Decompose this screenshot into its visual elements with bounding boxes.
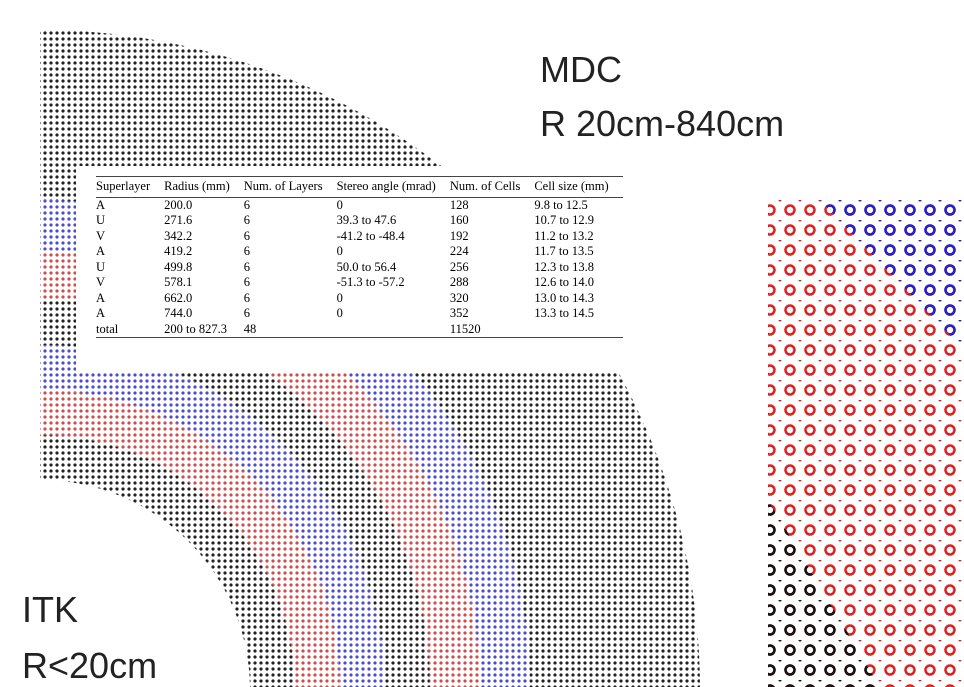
table-cell: 6 (244, 229, 337, 245)
table-cell: 200.0 (164, 197, 244, 213)
table-cell: 499.8 (164, 260, 244, 276)
table-cell: 6 (244, 213, 337, 229)
table-cell: -51.3 to -57.2 (337, 275, 450, 291)
table-cell: 39.3 to 47.6 (337, 213, 450, 229)
table-cell: 50.0 to 56.4 (337, 260, 450, 276)
table-cell: 419.2 (164, 244, 244, 260)
table-cell: 160 (450, 213, 534, 229)
table-cell (337, 322, 450, 338)
table-cell: A (96, 197, 164, 213)
table-cell: 11.7 to 13.5 (534, 244, 622, 260)
header-cell: Stereo angle (mrad) (337, 177, 450, 198)
itk-label: ITK (22, 592, 78, 628)
table-cell: 342.2 (164, 229, 244, 245)
table-cell: 192 (450, 229, 534, 245)
header-cell: Superlayer (96, 177, 164, 198)
table-cell: U (96, 260, 164, 276)
table-cell: 6 (244, 275, 337, 291)
table-cell: 6 (244, 291, 337, 307)
zoom-panel (768, 200, 964, 687)
table-cell: 6 (244, 244, 337, 260)
table-cell: 128 (450, 197, 534, 213)
table-cell: A (96, 306, 164, 322)
table-cell: total (96, 322, 164, 338)
table-cell: 48 (244, 322, 337, 338)
table-cell: 200 to 827.3 (164, 322, 244, 338)
table-cell: 9.8 to 12.5 (534, 197, 622, 213)
table-cell: 11520 (450, 322, 534, 338)
table-cell: 744.0 (164, 306, 244, 322)
table-cell: V (96, 229, 164, 245)
table-cell: 0 (337, 244, 450, 260)
table-cell: A (96, 244, 164, 260)
table-cell: 320 (450, 291, 534, 307)
table-cell: 256 (450, 260, 534, 276)
table-cell: 10.7 to 12.9 (534, 213, 622, 229)
table-cell: 224 (450, 244, 534, 260)
mdc-label: MDC (540, 52, 622, 88)
table-cell: 6 (244, 306, 337, 322)
table-cell: 11.2 to 13.2 (534, 229, 622, 245)
header-cell: Num. of Layers (244, 177, 337, 198)
table-cell: 12.3 to 13.8 (534, 260, 622, 276)
itk-range: R<20cm (22, 648, 157, 684)
slide: MDC R 20cm-840cm ITK R<20cm SuperlayerRa… (0, 0, 964, 687)
table-cell: 352 (450, 306, 534, 322)
table-cell: -41.2 to -48.4 (337, 229, 450, 245)
table-cell: 6 (244, 260, 337, 276)
header-cell: Radius (mm) (164, 177, 244, 198)
table-cell: 662.0 (164, 291, 244, 307)
table-cell: 13.3 to 14.5 (534, 306, 622, 322)
table-cell: A (96, 291, 164, 307)
table-cell: 578.1 (164, 275, 244, 291)
table-cell: 288 (450, 275, 534, 291)
table-cell: 13.0 to 14.3 (534, 291, 622, 307)
table-cell: 6 (244, 197, 337, 213)
header-cell: Num. of Cells (450, 177, 534, 198)
table-cell: U (96, 213, 164, 229)
table-cell: 0 (337, 306, 450, 322)
table-cell: 271.6 (164, 213, 244, 229)
table-cell (534, 322, 622, 338)
table-cell: 0 (337, 291, 450, 307)
mdc-range: R 20cm-840cm (540, 106, 784, 142)
header-cell: Cell size (mm) (534, 177, 622, 198)
table-cell: 0 (337, 197, 450, 213)
table-cell: 12.6 to 14.0 (534, 275, 622, 291)
table-cell: V (96, 275, 164, 291)
